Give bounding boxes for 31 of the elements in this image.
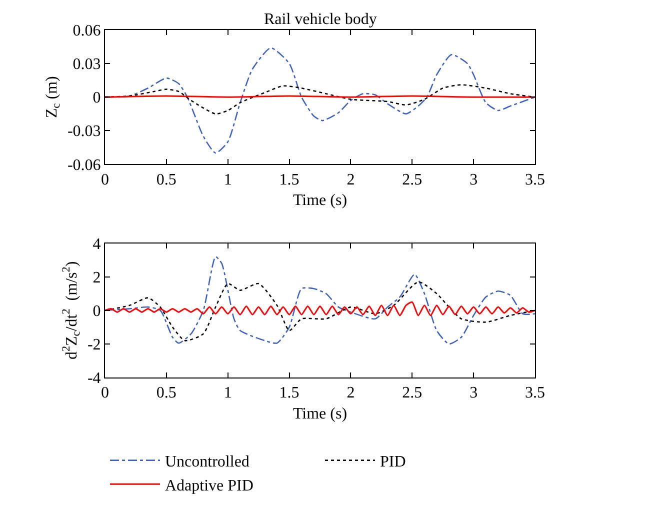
x-tick-label: 3.5 xyxy=(525,171,545,188)
x-tick-label: 2 xyxy=(346,384,355,402)
x-tick-label: 1.5 xyxy=(279,384,300,402)
chart-title: Rail vehicle body xyxy=(264,11,377,28)
y-tick-label: -4 xyxy=(87,370,101,388)
legend-label: Uncontrolled xyxy=(165,454,250,471)
x-axis-title: Time (s) xyxy=(292,192,348,210)
line-series xyxy=(105,301,535,316)
legend-label: PID xyxy=(380,454,406,471)
x-tick-label: 3.5 xyxy=(525,384,545,402)
y-tick-label: 0.03 xyxy=(72,56,101,74)
x-axis-title: Time (s) xyxy=(292,405,348,422)
x-tick-label: 0.5 xyxy=(156,171,176,188)
y-tick-label: 4 xyxy=(92,236,101,253)
x-tick-label: 2.5 xyxy=(402,171,422,188)
y-tick-label: -2 xyxy=(87,336,101,354)
x-tick-label: 1 xyxy=(224,384,232,402)
y-tick-label: 2 xyxy=(92,269,101,286)
x-tick-label: 1.5 xyxy=(279,171,300,188)
x-tick-label: 1 xyxy=(224,171,232,188)
y-tick-label: 0.06 xyxy=(72,22,101,40)
y-tick-label: 0 xyxy=(92,90,101,107)
x-tick-label: 0.5 xyxy=(156,384,176,402)
y-tick-label: -0.06 xyxy=(67,156,101,174)
x-tick-label: 3 xyxy=(470,384,478,402)
y-tick-label: -0.03 xyxy=(67,123,101,140)
x-tick-label: 2.5 xyxy=(402,384,422,402)
x-tick-label: 3 xyxy=(470,171,478,188)
y-tick-label: 0 xyxy=(92,303,101,320)
legend-label: Adaptive PID xyxy=(165,477,254,494)
x-tick-label: 2 xyxy=(346,171,355,188)
